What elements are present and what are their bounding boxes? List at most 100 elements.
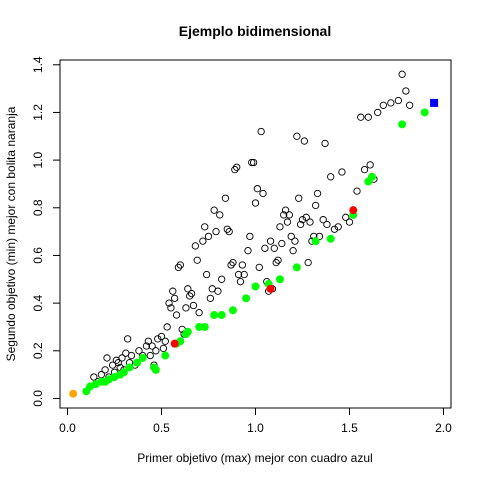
data-point [266, 237, 275, 245]
data-point [315, 232, 324, 241]
data-point [398, 70, 406, 78]
data-point [274, 256, 282, 264]
data-point [216, 211, 224, 219]
data-point-filled [183, 327, 192, 336]
data-point [186, 292, 194, 300]
data-point [202, 270, 211, 279]
data-point [187, 289, 196, 298]
x-axis-label: Primer objetivo (max) mejor con cuadro a… [137, 451, 372, 465]
data-point [402, 87, 410, 95]
x-tick-label: 1.5 [341, 421, 358, 435]
y-tick-label: 0.0 [31, 390, 45, 407]
data-point [201, 223, 209, 231]
data-point [227, 261, 235, 269]
data-point-filled [420, 108, 429, 117]
data-point [193, 256, 201, 264]
y-tick-label: 1.2 [31, 104, 45, 121]
data-point [270, 244, 278, 252]
data-point [240, 270, 248, 279]
data-point [148, 342, 156, 350]
x-tick-label: 2.0 [435, 421, 452, 435]
data-point [199, 237, 207, 245]
y-tick-label: 0.8 [31, 199, 45, 216]
y-axis-label: Segundo objetivo (min) mejor con bolita … [4, 106, 18, 361]
chart-title: Ejemplo bidimensional [179, 23, 331, 39]
data-point [154, 335, 162, 343]
data-point-filled [69, 389, 78, 398]
data-point-filled [368, 172, 377, 181]
data-point-filled [398, 120, 407, 129]
x-tick-label: 0.5 [153, 421, 170, 435]
data-point-filled [119, 368, 128, 377]
data-point [163, 323, 171, 331]
data-point-filled [210, 311, 219, 320]
data-point [249, 158, 258, 167]
data-point [353, 187, 361, 195]
data-point [287, 232, 295, 241]
data-point [244, 247, 252, 255]
data-point [304, 258, 312, 267]
data-point [233, 163, 241, 171]
data-point [298, 216, 307, 224]
data-point-filled [170, 339, 179, 348]
data-point [342, 213, 350, 221]
data-point-filled [242, 294, 251, 303]
data-point [159, 344, 168, 353]
data-point-filled [138, 353, 147, 362]
data-point [223, 225, 231, 233]
data-point [225, 227, 233, 236]
data-point [293, 132, 301, 140]
data-point [300, 137, 309, 145]
data-point [255, 263, 263, 272]
data-point [259, 189, 267, 198]
data-point [169, 287, 177, 295]
data-point [234, 270, 243, 279]
data-point-filled [161, 351, 170, 360]
data-point [285, 211, 293, 219]
data-point [103, 354, 111, 362]
data-point [319, 216, 327, 224]
data-point-filled [217, 311, 226, 320]
data-point [191, 242, 199, 250]
data-point-filled [200, 322, 209, 331]
data-point [366, 161, 374, 169]
plot-frame [59, 59, 452, 409]
data-point [124, 335, 132, 343]
y-tick-label: 0.6 [31, 247, 45, 264]
data-point [327, 173, 335, 181]
data-point [127, 351, 136, 360]
data-point-filled [311, 237, 320, 246]
data-point [394, 96, 403, 105]
data-point [334, 223, 342, 231]
data-point-filled [151, 365, 160, 374]
data-point [280, 211, 288, 219]
data-point [90, 373, 98, 381]
data-points [69, 70, 439, 398]
data-point-filled [195, 322, 204, 331]
y-tick-label: 1.4 [31, 56, 45, 73]
data-point [236, 278, 245, 286]
data-point [229, 258, 237, 267]
data-point-filled [292, 263, 301, 272]
data-point [135, 347, 143, 355]
data-point [118, 354, 126, 362]
data-point [302, 213, 310, 221]
data-point [360, 165, 369, 174]
data-point [405, 101, 414, 109]
y-tick-label: 0.4 [31, 294, 45, 311]
data-point [291, 237, 299, 245]
x-tick-label: 0.0 [59, 421, 76, 435]
data-point [144, 337, 153, 345]
data-point-square [430, 98, 439, 107]
y-tick-label: 0.2 [31, 342, 45, 359]
data-point [374, 108, 382, 117]
data-point [238, 261, 246, 269]
data-point [221, 194, 230, 202]
data-point [289, 247, 297, 255]
data-point [278, 239, 286, 248]
data-point [204, 232, 213, 241]
data-point [295, 194, 303, 202]
data-point [206, 294, 215, 303]
x-tick-label: 1.0 [247, 421, 264, 435]
